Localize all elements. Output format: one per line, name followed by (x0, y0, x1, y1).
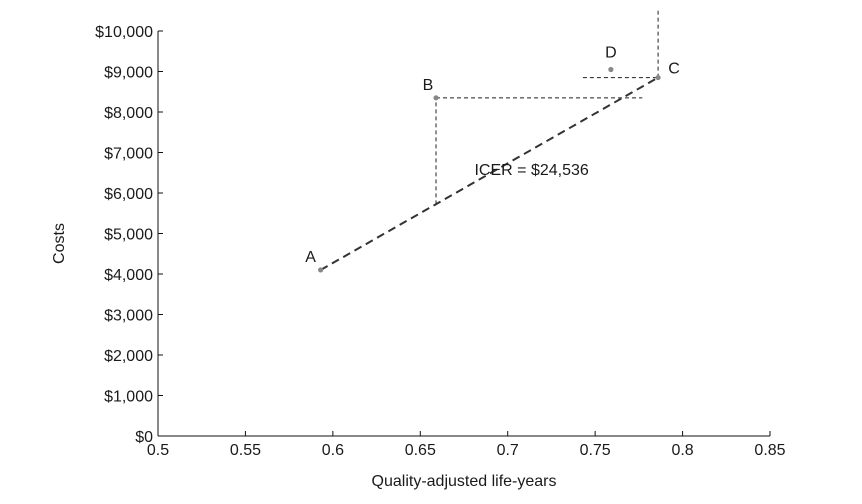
x-axis-label: Quality-adjusted life-years (372, 473, 557, 490)
y-tick-label: $5,000 (104, 227, 153, 244)
y-tick-label: $10,000 (95, 24, 153, 41)
point-label-b: B (423, 77, 434, 94)
point-c (655, 74, 661, 81)
dominance-guides (435, 10, 659, 205)
x-tick-label: 0.85 (754, 442, 785, 459)
y-tick-label: $4,000 (104, 267, 153, 284)
x-tick-label: 0.6 (322, 442, 344, 459)
point-label-d: D (605, 44, 617, 61)
annotations: ICER = $24,536 (474, 162, 588, 179)
x-tick-label: 0.7 (497, 442, 519, 459)
y-tick-label: $1,000 (104, 389, 153, 406)
point-label-c: C (668, 61, 680, 78)
x-tick-label: 0.8 (671, 442, 693, 459)
icer-annotation: ICER = $24,536 (474, 162, 588, 179)
y-tick-label: $3,000 (104, 308, 153, 325)
point-a (318, 267, 324, 273)
x-tick-label: 0.55 (230, 442, 261, 459)
y-tick-label: $6,000 (104, 186, 153, 203)
y-tick-label: $0 (135, 429, 153, 446)
x-axis: 0.5 0.55 0.6 0.65 0.7 0.75 0.8 0.85 (147, 431, 786, 459)
point-label-a: A (305, 249, 316, 266)
x-tick-label: 0.65 (405, 442, 436, 459)
x-tick-label: 0.75 (580, 442, 611, 459)
y-axis: $0 $1,000 $2,000 $3,000 $4,000 $5,000 $6,000 $7… (95, 24, 163, 446)
y-tick-label: $8,000 (104, 105, 153, 122)
point-b (433, 95, 439, 101)
point-d (608, 66, 614, 73)
y-tick-label: $7,000 (104, 146, 153, 163)
strategy-points: A B C D (305, 44, 680, 273)
y-tick-label: $2,000 (104, 348, 153, 365)
y-axis-label: Costs (51, 223, 68, 264)
y-tick-label: $9,000 (104, 65, 153, 82)
x-tick-label: 0.5 (147, 442, 169, 459)
